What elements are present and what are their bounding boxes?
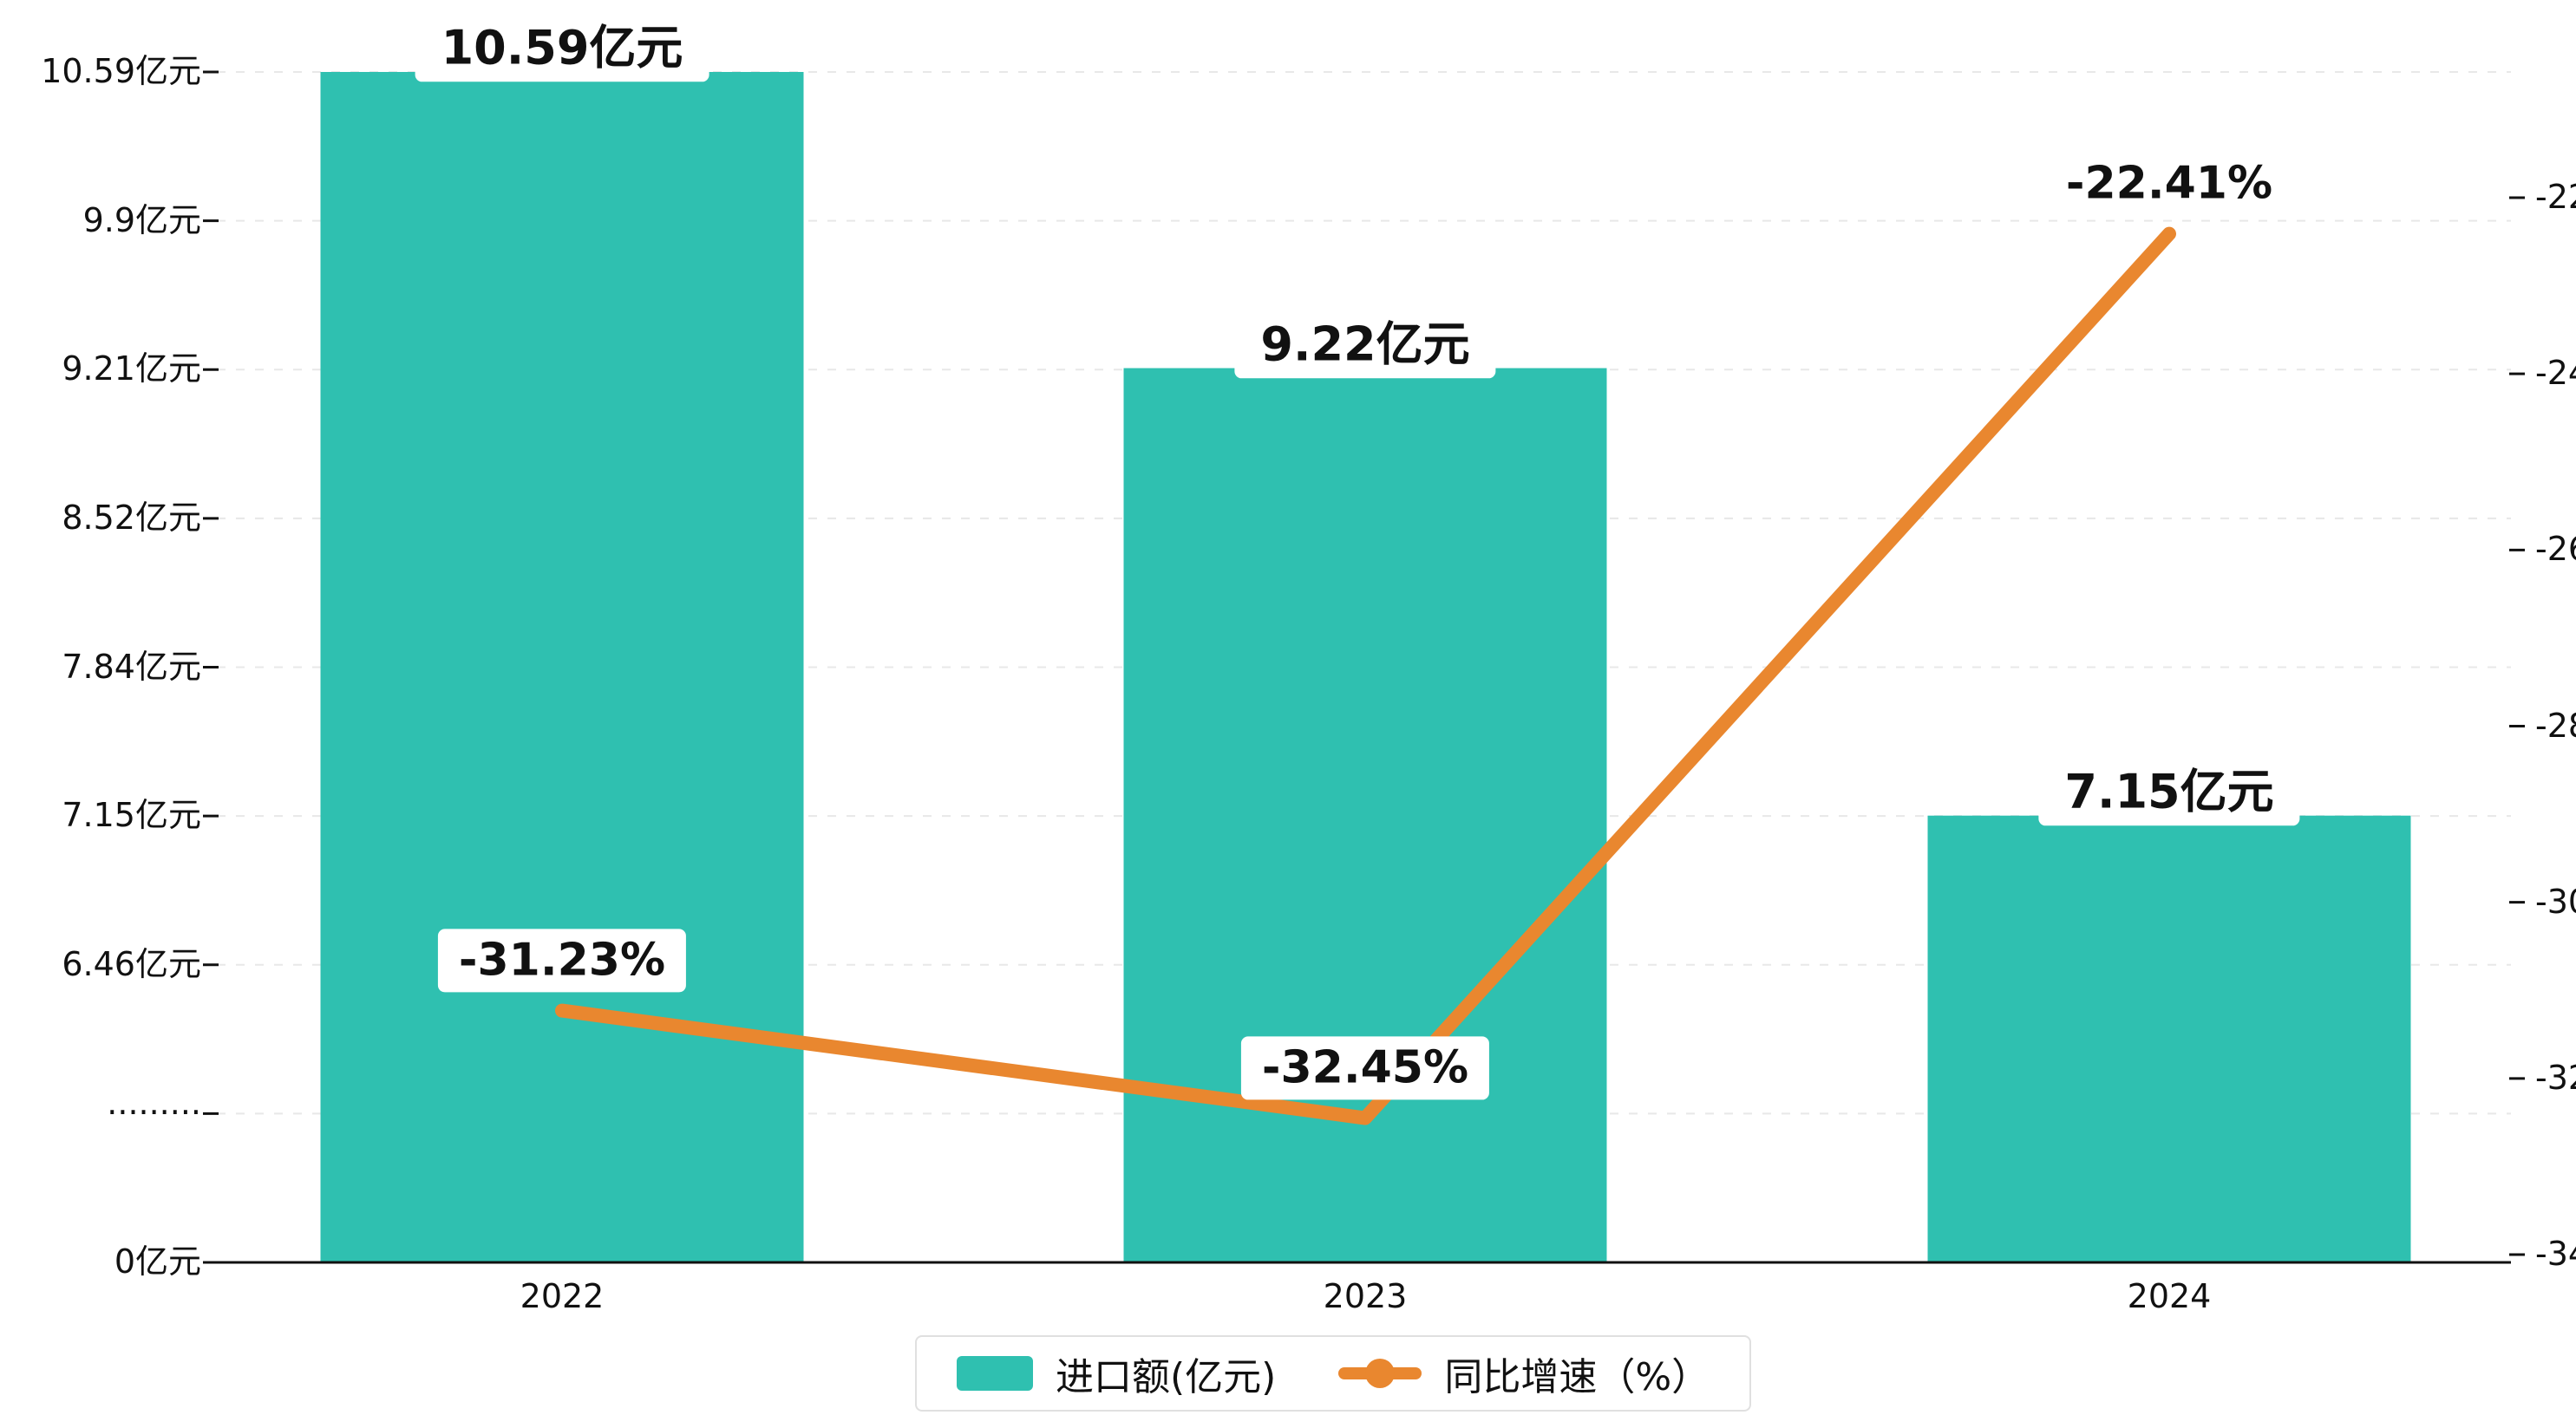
legend-bar-label: 进口额(亿元) [1056,1355,1277,1399]
bar-2022[interactable] [320,72,804,1262]
legend-line-label: 同比增速（%） [1444,1355,1710,1399]
line-legend-marker-icon [1338,1359,1422,1388]
bar-swatch-icon [957,1356,1033,1391]
legend-item-growth[interactable]: 同比增速（%） [1338,1346,1710,1401]
chart-legend: 进口额(亿元) 同比增速（%） [915,1335,1752,1412]
bar-2023[interactable] [1123,368,1607,1262]
growth-line[interactable] [555,226,2176,1125]
bar-2024[interactable] [1927,815,2411,1262]
line-legend-dot-icon [1365,1359,1396,1388]
legend-item-imports[interactable]: 进口额(亿元) [957,1346,1276,1401]
